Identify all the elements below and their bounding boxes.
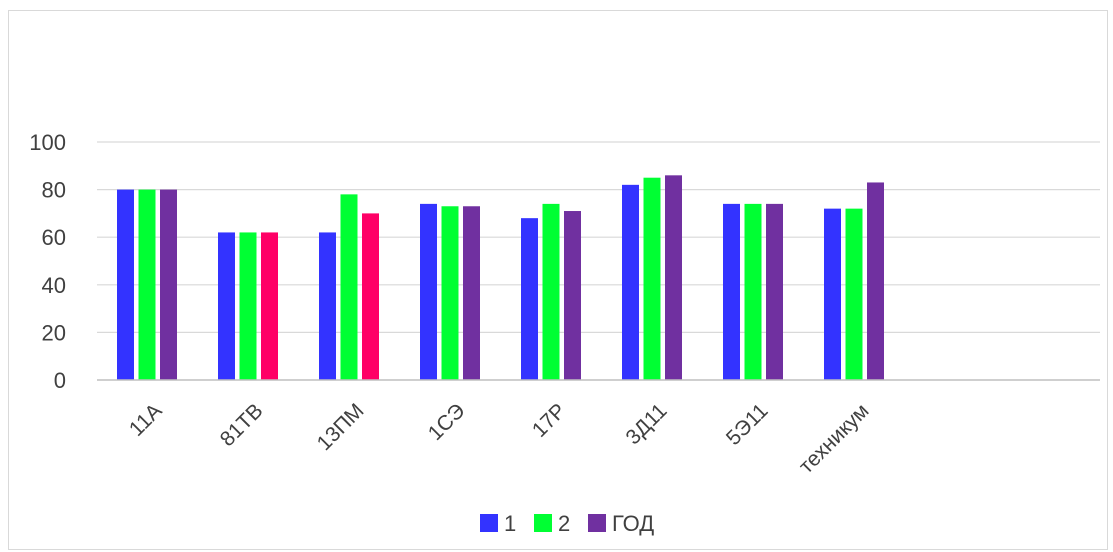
x-category-label-4: 17Р <box>528 399 571 442</box>
bar-6-series-2 <box>766 203 783 380</box>
bar-3-series-1 <box>441 206 459 380</box>
bar-3-series-2 <box>463 206 480 380</box>
legend-swatch-0 <box>480 514 498 532</box>
bar-6-series-1 <box>744 203 762 380</box>
bar-4-series-1 <box>542 203 560 380</box>
y-tick-label-100: 100 <box>29 130 66 155</box>
bar-0-series-1 <box>138 189 156 380</box>
bar-6-series-0 <box>723 203 740 380</box>
bar-5-series-1 <box>643 177 661 380</box>
bar-2-series-0 <box>319 232 336 380</box>
y-axis-ticks: 0 20 40 60 80 100 <box>29 130 66 393</box>
bar-4-series-2 <box>564 211 581 380</box>
x-category-label-0: 11А <box>125 399 167 441</box>
bars <box>117 175 884 380</box>
bar-7-series-2 <box>867 182 884 380</box>
bar-0-series-0 <box>117 189 134 380</box>
legend-label-1: 2 <box>558 511 570 536</box>
bar-2-series-1 <box>340 194 358 380</box>
bar-4-series-0 <box>521 218 538 380</box>
x-category-label-3: 1СЭ <box>424 399 470 445</box>
bar-0-series-2 <box>160 189 177 380</box>
legend-label-0: 1 <box>504 511 516 536</box>
y-tick-label-40: 40 <box>42 273 66 298</box>
y-tick-label-60: 60 <box>42 225 66 250</box>
category-labels: 11А 81ТВ 13ПМ 1СЭ 17Р 3Д11 5Э11 техникум <box>125 399 874 478</box>
bar-1-series-2 <box>261 232 278 380</box>
legend-swatch-2 <box>588 514 606 532</box>
x-category-label-7: техникум <box>795 399 874 478</box>
x-category-label-2: 13ПМ <box>313 399 369 455</box>
bar-7-series-0 <box>824 208 841 380</box>
x-category-label-1: 81ТВ <box>216 399 268 451</box>
bar-7-series-1 <box>845 208 863 380</box>
legend-label-2: ГОД <box>612 511 654 536</box>
bar-3-series-0 <box>420 203 437 380</box>
x-category-label-5: 3Д11 <box>622 399 672 449</box>
legend-swatch-1 <box>534 514 552 532</box>
y-tick-label-80: 80 <box>42 178 66 203</box>
x-category-label-6: 5Э11 <box>722 399 773 450</box>
y-tick-label-0: 0 <box>54 368 66 393</box>
bar-5-series-2 <box>665 175 682 380</box>
bar-1-series-1 <box>239 232 257 380</box>
bar-1-series-0 <box>218 232 235 380</box>
bar-5-series-0 <box>622 184 639 380</box>
bar-2-series-2 <box>362 213 379 380</box>
legend: 1 2 ГОД <box>480 511 654 536</box>
y-tick-label-20: 20 <box>42 320 66 345</box>
